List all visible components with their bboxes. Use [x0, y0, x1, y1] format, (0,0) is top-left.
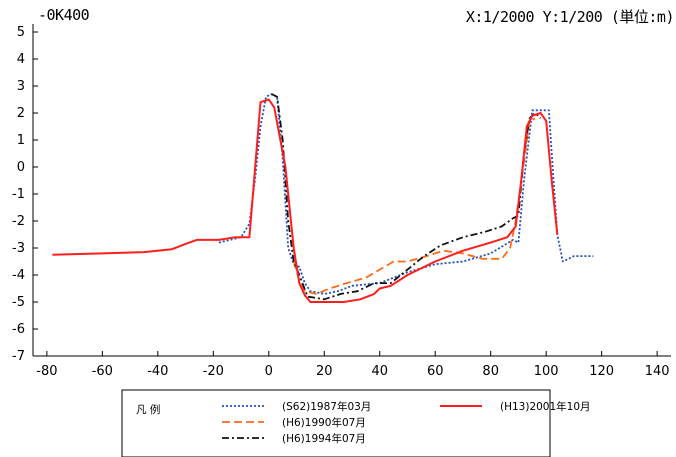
series-line-3: [52, 98, 559, 303]
legend-label-2: (H6)1994年07月: [282, 432, 366, 445]
y-tick-label: -2: [12, 214, 25, 229]
plot-frame: [32, 24, 671, 357]
x-tick-label: -20: [203, 364, 224, 379]
x-tick-label: 40: [371, 364, 388, 379]
y-tick-label: -4: [12, 268, 25, 283]
x-tick-label: -80: [36, 364, 57, 379]
legend: 凡 例 (S62)1987年03月 (H6)1990年07月 (H6)1994年07…: [121, 389, 591, 457]
legend-label-3: (H13)2001年10月: [500, 400, 591, 413]
y-tick-label: 4: [17, 52, 25, 67]
x-tick-label: 80: [482, 364, 499, 379]
x-tick-label: -40: [147, 364, 168, 379]
x-tick-label: 0: [265, 364, 273, 379]
x-axis: -80 -60 -40 -20 0 20 40 60 80 100 120 140: [36, 351, 670, 379]
legend-label-0: (S62)1987年03月: [282, 400, 371, 413]
series-layer: [52, 93, 594, 303]
y-tick-label: 3: [17, 79, 25, 94]
x-tick-label: 20: [316, 364, 333, 379]
legend-title: 凡 例: [136, 403, 160, 416]
series-line-2: [271, 93, 542, 301]
y-tick-label: -3: [12, 241, 25, 256]
series-line-1: [292, 117, 536, 295]
y-tick-label: -6: [12, 322, 25, 337]
x-tick-label: 120: [589, 364, 614, 379]
y-axis: 5 4 3 2 1 0 -1 -2 -3 -4 -5 -6 -7: [12, 25, 38, 364]
x-tick-label: 100: [534, 364, 559, 379]
x-tick-label: 140: [645, 364, 670, 379]
y-tick-label: -7: [12, 349, 25, 364]
y-tick-label: 0: [17, 160, 25, 175]
scale-label: X:1/2000 Y:1/200 (単位:m): [465, 8, 675, 26]
y-tick-label: -5: [12, 295, 25, 310]
x-tick-label: -60: [92, 364, 113, 379]
legend-box: [121, 389, 551, 457]
series-line-0: [218, 93, 594, 295]
y-tick-label: -1: [12, 187, 25, 202]
x-tick-label: 60: [427, 364, 444, 379]
legend-label-1: (H6)1990年07月: [282, 416, 366, 429]
y-tick-label: 1: [17, 133, 25, 148]
y-tick-label: 2: [17, 106, 25, 121]
y-tick-label: 5: [17, 25, 25, 40]
section-title: -0K400: [38, 6, 90, 24]
